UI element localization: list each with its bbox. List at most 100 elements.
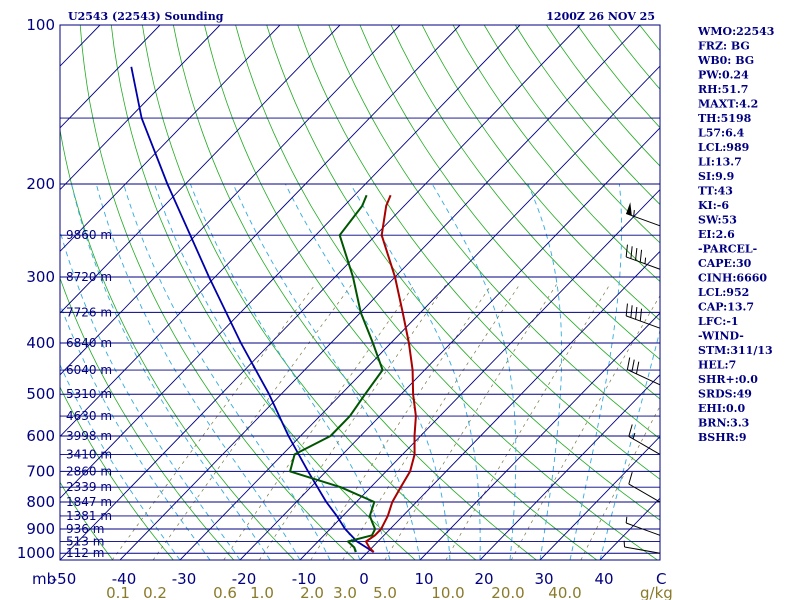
barb-full: [630, 305, 633, 318]
mixing-ratio-label: 0.1: [106, 584, 130, 600]
wind-barb: [626, 357, 661, 386]
isotherm: [60, 25, 161, 129]
mixing-ratio-line: [510, 294, 660, 560]
index-item: CAP:13.7: [698, 301, 754, 314]
mixing-ratio-label: 0.2: [143, 584, 167, 600]
chart-date: 1200Z 26 NOV 25: [546, 10, 655, 23]
height-label: 112 m: [66, 546, 104, 560]
index-item: STM:311/13: [698, 344, 773, 357]
barb-staff: [626, 315, 661, 329]
index-item: FRZ: BG: [698, 40, 750, 53]
index-item: -WIND-: [698, 330, 744, 343]
background-lines: [60, 25, 660, 560]
barb-half: [644, 257, 647, 264]
isotherm: [419, 312, 660, 560]
index-item: HEL:7: [698, 359, 736, 372]
dry-adiabat: [266, 25, 660, 521]
index-item: CAPE:30: [698, 257, 752, 270]
isotherm: [119, 25, 641, 560]
index-item: CINH:6660: [698, 272, 767, 285]
isotherm: [60, 25, 341, 314]
index-item: SI:9.9: [698, 170, 734, 183]
mixing-ratio-line: [152, 284, 352, 560]
index-item: KI:-6: [698, 199, 729, 212]
mixing-ratio-unit: g/kg: [640, 584, 673, 600]
pressure-label: 500: [26, 385, 55, 403]
mixing-ratio-label: 2.0: [300, 584, 324, 600]
dry-adiabat: [60, 386, 174, 560]
barb-full: [628, 471, 633, 485]
height-label: 4630 m: [66, 409, 112, 423]
mixing-ratio-label: 5.0: [373, 584, 397, 600]
height-label: 6840 m: [66, 336, 112, 350]
barb-full: [635, 248, 638, 261]
pressure-label: 800: [26, 493, 55, 511]
temperature-tick-label: 0: [359, 570, 369, 588]
temperature-tick-label: 30: [534, 570, 553, 588]
temperature-trace: [365, 194, 417, 553]
dry-adiabat: [79, 25, 356, 560]
wind-barb: [623, 540, 661, 554]
pressure-label: 700: [26, 462, 55, 480]
index-item: -PARCEL-: [698, 243, 757, 256]
index-item: TT:43: [698, 185, 733, 198]
temperature-tick-label: -20: [232, 570, 257, 588]
temperature-unit: C: [656, 570, 666, 588]
height-label: 1847 m: [66, 495, 112, 509]
pressure-label: 400: [26, 334, 55, 352]
dewpoint-trace: [289, 194, 384, 553]
barb-full: [635, 361, 640, 374]
moist-adiabat: [95, 183, 301, 560]
moist-adiabat: [71, 183, 271, 560]
index-item: LCL:952: [698, 286, 749, 299]
isotherm: [179, 65, 660, 560]
index-item: BSHR:9: [698, 431, 747, 444]
dry-adiabat: [235, 25, 658, 560]
moist-adiabat: [350, 183, 481, 560]
temperature-tick-label: 40: [594, 570, 613, 588]
wind-barb: [625, 244, 661, 270]
isotherm: [60, 25, 281, 252]
temperature-tick-label: -50: [52, 570, 77, 588]
index-item: SHR+:0.0: [698, 373, 758, 386]
index-item: PW:0.24: [698, 69, 749, 82]
chart-title: U2543 (22543) Sounding: [68, 10, 224, 23]
barb-pennant: [626, 202, 632, 216]
index-item: MAXT:4.2: [698, 98, 758, 111]
temperature-tick-label: -10: [292, 570, 317, 588]
height-label: 5310 m: [66, 387, 112, 401]
barb-full: [631, 359, 635, 372]
isotherm: [299, 188, 660, 560]
dry-adiabat: [60, 481, 114, 560]
wind-barb: [628, 471, 661, 503]
mixing-ratio-line: [342, 284, 520, 560]
isotherm: [359, 250, 660, 560]
barb-staff: [626, 256, 661, 270]
height-label: 9860 m: [66, 228, 112, 242]
mixing-ratio-line: [445, 284, 611, 560]
barb-full: [639, 249, 643, 263]
pressure-label: 1000: [17, 544, 55, 562]
index-item: LI:13.7: [698, 156, 742, 169]
height-label: 7726 m: [66, 305, 112, 319]
pressure-label: 300: [26, 268, 55, 286]
index-item: L57:6.4: [698, 127, 745, 140]
height-label: 2339 m: [66, 480, 112, 494]
moist-adiabat: [189, 183, 391, 560]
barb-staff: [628, 435, 661, 455]
height-label: 8720 m: [66, 270, 112, 284]
mixing-ratio-label: 40.0: [548, 584, 581, 600]
moist-adiabat: [569, 183, 623, 560]
wind-barb: [625, 303, 661, 329]
mixing-ratio-label: 0.6: [213, 584, 237, 600]
moist-adiabat: [599, 328, 660, 560]
dry-adiabat: [421, 25, 660, 321]
index-item: EI:2.6: [698, 228, 735, 241]
mixing-ratio-label: 1.0: [250, 584, 274, 600]
isotherm: [479, 374, 660, 560]
dry-adiabat: [204, 25, 598, 560]
mixing-ratio-label: 10.0: [431, 584, 464, 600]
barb-full: [625, 303, 628, 316]
barb-staff: [624, 546, 661, 554]
